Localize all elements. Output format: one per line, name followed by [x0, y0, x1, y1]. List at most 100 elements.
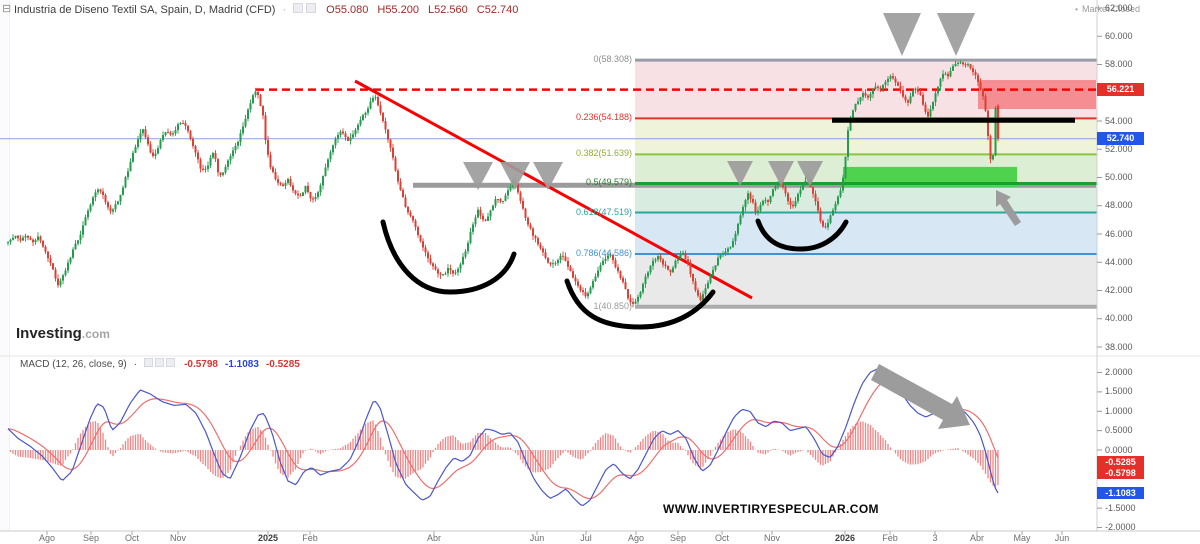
macd-tick[interactable]: 0.0000: [1105, 444, 1133, 455]
time-label[interactable]: Jun: [1054, 533, 1070, 543]
time-label[interactable]: May: [1013, 533, 1031, 543]
fib-label: 0.618(47.519): [575, 206, 632, 217]
fib-label: 0.382(51.639): [575, 148, 632, 159]
macd-value-1: -1.1083: [224, 358, 259, 370]
time-label[interactable]: Ago: [627, 533, 644, 543]
fib-label: 0(58.308): [593, 54, 632, 65]
support-bar[interactable]: [413, 182, 1096, 188]
fib-label: 0.5(49.579): [585, 177, 632, 188]
price-tick[interactable]: 60.000: [1105, 30, 1133, 41]
indicator-settings-icon: [306, 3, 317, 13]
time-label[interactable]: Feb: [882, 533, 898, 543]
market-status: • Market Closed: [1075, 4, 1140, 14]
time-label[interactable]: Jul: [580, 533, 592, 543]
macd-tick[interactable]: 1.5000: [1105, 386, 1133, 397]
symbol-title: Industria de Diseno Textil SA, Spain, D,…: [14, 3, 276, 16]
delete-icon: [166, 358, 176, 367]
marker-triangle-down[interactable]: [883, 13, 921, 56]
fib-label: 0.236(54.188): [575, 112, 632, 123]
red-zone-box[interactable]: [978, 80, 1096, 109]
price-tick[interactable]: 40.000: [1105, 313, 1133, 324]
price-tick[interactable]: 46.000: [1105, 228, 1133, 239]
price-tick[interactable]: 42.000: [1105, 285, 1133, 295]
fib-bands: [635, 60, 1097, 307]
chart-header: Industria de Diseno Textil SA, Spain, D,…: [14, 3, 518, 16]
watermark: WWW.INVERTIRYESPECULAR.COM: [663, 502, 879, 516]
time-label[interactable]: Jun: [529, 533, 545, 543]
price-tick[interactable]: 48.000: [1105, 200, 1133, 211]
marker-triangle-down[interactable]: [937, 13, 975, 56]
macd-tick[interactable]: 0.5000: [1105, 425, 1133, 436]
macd-histogram: [9, 420, 999, 487]
macd-value-0: -0.5798: [184, 358, 218, 370]
time-label[interactable]: Abr: [969, 533, 984, 543]
marker-triangle-down[interactable]: [768, 161, 794, 186]
time-label[interactable]: Feb: [302, 533, 318, 543]
macd-badge: -1.1083: [1097, 487, 1144, 499]
logo-suffix: .com: [81, 327, 110, 341]
separator-dot: ·: [133, 358, 138, 370]
fib-lines: [635, 58, 1097, 309]
fib-label: 1(40.850): [593, 300, 632, 311]
price-badge: 56.221: [1097, 82, 1144, 96]
investing-logo: Investing.com: [16, 325, 110, 343]
macd-tick[interactable]: -1.5000: [1105, 502, 1136, 513]
price-tick[interactable]: 58.000: [1105, 59, 1133, 69]
macd-indicator-name: MACD (12, 26, close, 9): [20, 358, 127, 370]
marker-triangle-down[interactable]: [500, 162, 530, 190]
time-label[interactable]: 3: [932, 533, 938, 543]
macd-tick[interactable]: 2.0000: [1105, 367, 1133, 377]
marker-triangle-down[interactable]: [533, 162, 563, 190]
gray-arrow-down-right[interactable]: [871, 364, 970, 429]
separator-dot: ·: [282, 3, 287, 16]
price-tick[interactable]: 62.000: [1105, 2, 1133, 13]
time-label[interactable]: Sep: [669, 533, 686, 543]
drawing-toolbar-strip[interactable]: [0, 0, 10, 531]
price-tick[interactable]: 38.000: [1105, 341, 1133, 352]
macd-tick[interactable]: 1.0000: [1105, 405, 1133, 416]
chart-style-icon: [293, 3, 304, 13]
marker-triangle-down[interactable]: [463, 162, 493, 190]
macd-tick[interactable]: -2.0000: [1105, 522, 1136, 532]
drawn-bottom-curve[interactable]: [755, 218, 849, 252]
status-dot-icon: •: [1075, 4, 1078, 14]
drawn-bottom-curve[interactable]: [380, 219, 517, 295]
ohlc-close: C52.740: [476, 3, 519, 16]
price-tick[interactable]: 52.000: [1105, 143, 1133, 154]
macd-value-2: -0.5285: [265, 358, 300, 370]
chart-style-button[interactable]: [293, 3, 319, 16]
macd-badge: -0.5285: [1097, 456, 1144, 468]
price-tick[interactable]: 50.000: [1105, 172, 1133, 182]
time-label[interactable]: Nov: [763, 533, 780, 543]
logo-brand: Investing: [16, 325, 82, 342]
time-label[interactable]: 2026: [834, 533, 856, 543]
macd-line: [7, 367, 999, 507]
gray-arrow-up-left[interactable]: [996, 190, 1021, 226]
drawn-bottom-curve[interactable]: [564, 278, 716, 330]
downtrend-line[interactable]: [354, 79, 753, 300]
time-label[interactable]: Nov: [169, 533, 186, 543]
price-badge: 52.740: [1097, 131, 1144, 145]
market-status-label: Market Closed: [1081, 4, 1140, 14]
macd-toolbar[interactable]: [144, 358, 177, 370]
time-label[interactable]: 2025: [257, 533, 279, 543]
time-label[interactable]: Abr: [426, 533, 441, 543]
macd-legend: MACD (12, 26, close, 9) · -0.5798 -1.108…: [20, 358, 300, 370]
ohlc-open: O55.080: [326, 3, 369, 16]
candles: [7, 60, 1000, 308]
time-label[interactable]: Sep: [82, 533, 99, 543]
price-tick[interactable]: 54.000: [1105, 115, 1133, 126]
settings-icon: [155, 358, 165, 367]
macd-badge: -0.5798: [1097, 467, 1144, 479]
fib-label: 0.786(44.586): [575, 247, 632, 258]
collapse-panel-icon[interactable]: ⊟: [2, 3, 12, 15]
marker-triangle-down[interactable]: [727, 161, 753, 186]
time-label[interactable]: Oct: [714, 533, 729, 543]
price-tick[interactable]: 44.000: [1105, 256, 1133, 267]
time-label[interactable]: Oct: [124, 533, 139, 543]
marker-triangle-down[interactable]: [797, 161, 823, 186]
time-label[interactable]: Ago: [38, 533, 55, 543]
ohlc-high: H55.200: [377, 3, 419, 16]
